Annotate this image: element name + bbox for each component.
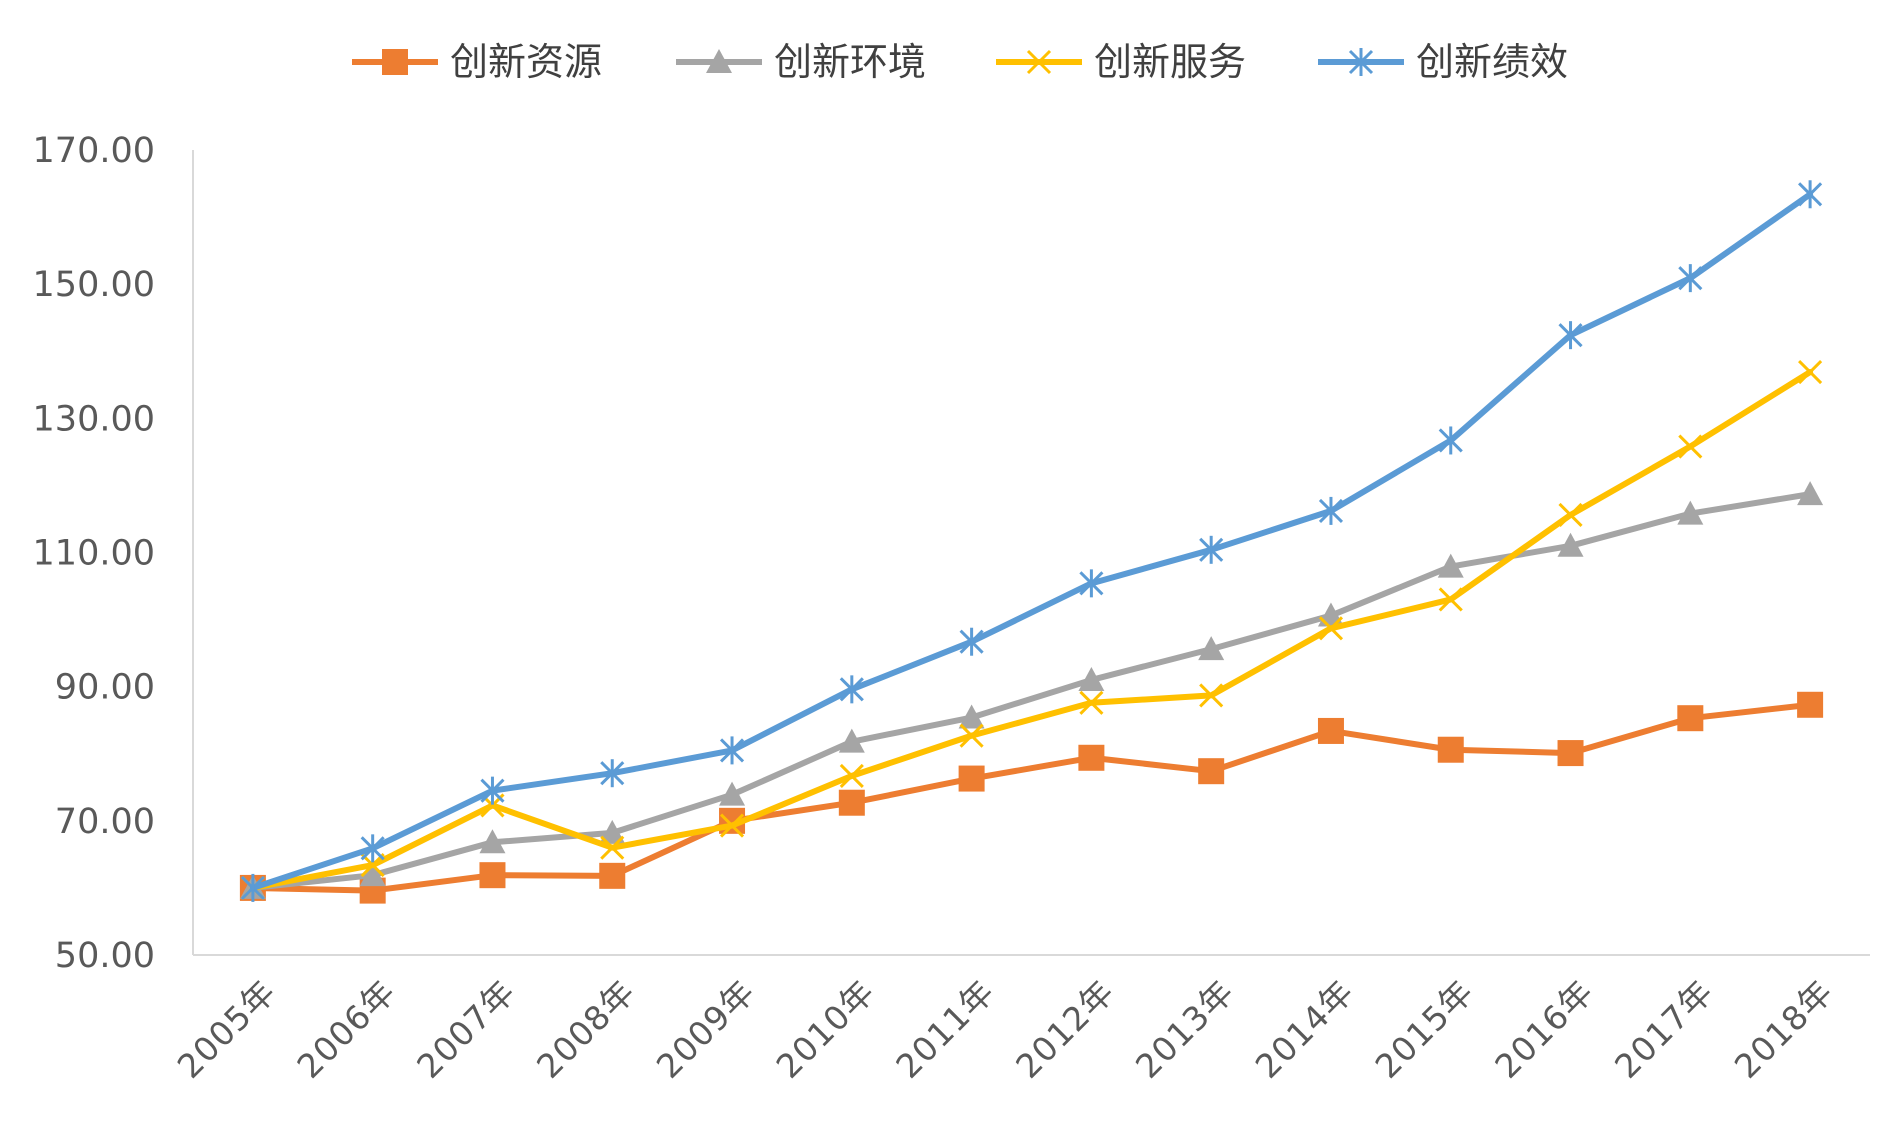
series-line — [249, 369, 1814, 891]
data-point — [240, 873, 265, 902]
data-point — [1317, 717, 1344, 744]
data-point — [839, 675, 864, 704]
legend-marker — [706, 49, 732, 73]
data-point — [839, 763, 864, 788]
data-point — [1678, 264, 1703, 293]
data-point — [1558, 502, 1583, 527]
data-point — [958, 765, 985, 792]
series-3 — [240, 359, 1823, 900]
x-tick-label: 2014年 — [1248, 972, 1362, 1086]
data-point — [959, 723, 984, 748]
data-point — [599, 862, 626, 889]
series-2 — [239, 481, 1824, 899]
data-point — [1198, 758, 1225, 785]
data-point — [1677, 500, 1704, 525]
data-point — [1558, 321, 1583, 350]
data-point — [959, 627, 984, 656]
data-point — [360, 834, 385, 863]
y-tick-label: 130.00 — [33, 399, 155, 439]
x-tick-label: 2016年 — [1487, 972, 1601, 1086]
x-tick-label: 2006年 — [289, 972, 403, 1086]
data-point — [1198, 636, 1225, 661]
data-point — [1557, 532, 1584, 557]
series-layer — [239, 180, 1824, 904]
data-point — [1437, 736, 1464, 763]
data-point — [1798, 359, 1823, 385]
legend-item: 创新服务 — [996, 40, 1246, 84]
y-tick-label: 90.00 — [55, 668, 155, 708]
data-point — [1318, 496, 1344, 525]
data-point — [1318, 616, 1344, 641]
y-tick-label: 170.00 — [33, 131, 155, 171]
x-tick-label: 2005年 — [170, 972, 284, 1086]
x-tick-label: 2008年 — [529, 972, 643, 1086]
data-point — [479, 829, 506, 854]
legend-item: 创新环境 — [676, 40, 926, 84]
series-line — [249, 491, 1814, 891]
x-tick-label: 2011年 — [888, 972, 1002, 1086]
data-point — [599, 819, 626, 844]
y-tick-label: 50.00 — [55, 936, 155, 976]
data-point — [838, 789, 865, 816]
legend-item: 创新资源 — [352, 40, 602, 84]
data-point — [600, 759, 625, 788]
data-point — [1079, 569, 1104, 598]
data-point — [1078, 744, 1105, 771]
data-point — [600, 835, 625, 860]
x-tick-label: 2007年 — [409, 972, 523, 1086]
data-point — [1078, 666, 1105, 691]
data-point — [1437, 553, 1464, 578]
data-point — [1199, 535, 1224, 564]
y-tick-label: 110.00 — [33, 534, 155, 574]
axes: 50.00 70.00 90.00 110.00 130.00 150.00 170.00 2… — [33, 131, 1870, 1086]
data-point — [1798, 180, 1823, 209]
data-point — [1438, 587, 1463, 612]
series-4 — [240, 180, 1823, 902]
legend-label: 创新绩效 — [1416, 40, 1568, 84]
legend: 创新资源 创新环境 创新服务 创新绩效 — [352, 40, 1568, 84]
y-tick-label: 150.00 — [33, 265, 155, 305]
y-tick-label: 70.00 — [55, 802, 155, 842]
data-point — [1677, 705, 1704, 732]
x-tick-label: 2017年 — [1607, 972, 1721, 1086]
data-point — [1079, 690, 1104, 715]
x-tick-label: 2009年 — [649, 972, 763, 1086]
data-point — [1797, 691, 1824, 718]
x-tick-label: 2013年 — [1128, 972, 1242, 1086]
data-point — [719, 736, 745, 765]
legend-marker — [382, 49, 408, 75]
legend-label: 创新环境 — [774, 40, 926, 84]
data-point — [1797, 481, 1824, 506]
legend-marker — [1026, 49, 1052, 75]
data-point — [359, 862, 386, 887]
x-tick-label: 2010年 — [769, 972, 883, 1086]
legend-marker — [1348, 48, 1374, 76]
data-point — [719, 813, 745, 838]
legend-label: 创新资源 — [450, 40, 602, 84]
data-point — [1438, 426, 1463, 455]
series-line — [249, 701, 1814, 894]
series-line — [249, 191, 1814, 891]
x-tick-label: 2018年 — [1727, 972, 1841, 1086]
x-tick-label: 2012年 — [1008, 972, 1122, 1086]
data-point — [1199, 683, 1224, 708]
data-point — [1678, 434, 1703, 459]
data-point — [1557, 740, 1584, 767]
data-point — [958, 704, 985, 729]
data-point — [480, 776, 505, 805]
data-point — [479, 862, 506, 889]
legend-label: 创新服务 — [1094, 40, 1246, 84]
x-tick-label: 2015年 — [1368, 972, 1482, 1086]
data-point — [838, 728, 865, 753]
data-point — [719, 781, 746, 806]
legend-item: 创新绩效 — [1318, 40, 1568, 84]
